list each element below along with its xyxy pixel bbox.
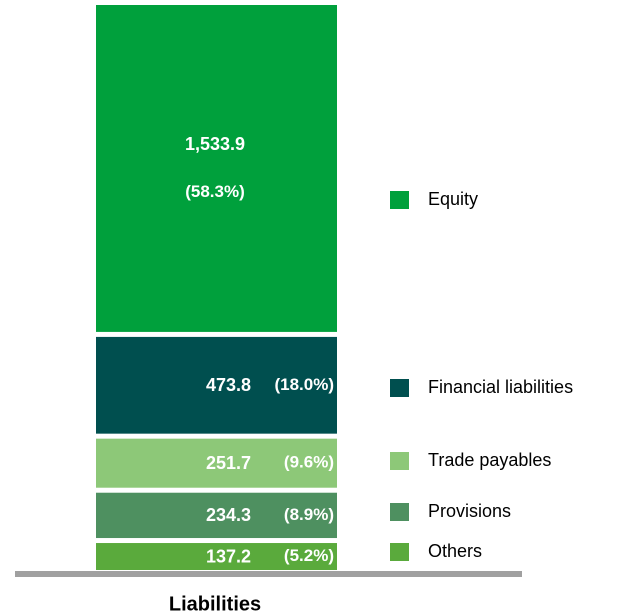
- share-label: (58.3%): [185, 182, 245, 201]
- bar-segment: [96, 543, 337, 570]
- legend-label: Financial liabilities: [428, 377, 573, 397]
- bar-segment: [96, 336, 337, 434]
- bar-segment: [96, 5, 337, 332]
- value-label: 234.3: [206, 505, 251, 525]
- value-label: 1,533.9: [185, 134, 245, 154]
- legend-swatch: [390, 452, 409, 470]
- legend-swatch: [390, 503, 409, 521]
- share-label: (18.0%): [274, 375, 334, 394]
- bar-segment: [96, 492, 337, 539]
- share-label: (5.2%): [284, 546, 334, 565]
- value-label: 137.2: [206, 546, 251, 566]
- value-label: 251.7: [206, 453, 251, 473]
- value-label: 473.8: [206, 375, 251, 395]
- x-tick-label: Liabilities: [169, 593, 261, 615]
- bar-segment: [96, 438, 337, 488]
- share-label: (9.6%): [284, 453, 334, 472]
- x-axis: [15, 571, 522, 577]
- legend-swatch: [390, 379, 409, 397]
- share-label: (8.9%): [284, 505, 334, 524]
- legend-label: Others: [428, 541, 482, 561]
- legend-swatch: [390, 543, 409, 561]
- legend-label: Equity: [428, 189, 478, 209]
- legend-label: Trade payables: [428, 450, 551, 470]
- legend-label: Provisions: [428, 501, 511, 521]
- legend-swatch: [390, 191, 409, 209]
